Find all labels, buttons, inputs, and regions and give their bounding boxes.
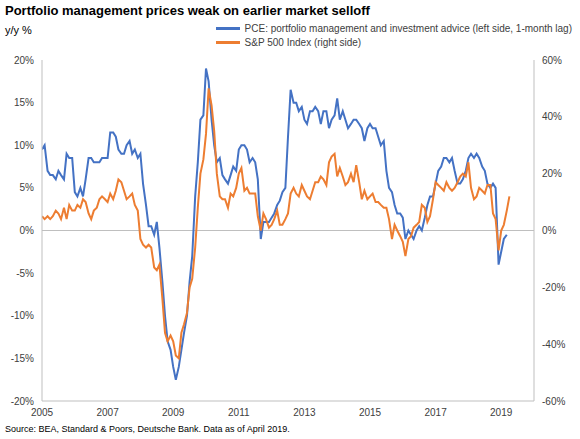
svg-text:2015: 2015	[359, 407, 382, 418]
svg-text:-10%: -10%	[11, 310, 34, 321]
svg-text:2019: 2019	[490, 407, 513, 418]
svg-text:-20%: -20%	[542, 282, 565, 293]
svg-text:2011: 2011	[228, 407, 250, 418]
svg-text:40%: 40%	[542, 111, 562, 122]
svg-text:2017: 2017	[424, 407, 447, 418]
html-text:y/y %: y/y %	[5, 24, 32, 36]
svg-text:-15%: -15%	[11, 353, 34, 364]
svg-text:2013: 2013	[293, 407, 316, 418]
svg-text:-40%: -40%	[542, 339, 565, 350]
html-text:Source: BEA, Standard & Poors,: Source: BEA, Standard & Poors, Deutsche …	[5, 424, 290, 434]
svg-text:2005: 2005	[31, 407, 54, 418]
svg-text:20%: 20%	[542, 168, 562, 179]
svg-text:5%: 5%	[20, 182, 35, 193]
svg-text:-60%: -60%	[542, 396, 565, 407]
html-text:PCE: portfolio management and: PCE: portfolio management and investment…	[244, 22, 572, 34]
html-text:Portfolio management prices we: Portfolio management prices weak on earl…	[5, 3, 370, 18]
svg-text:-20%: -20%	[11, 396, 34, 407]
svg-text:20%: 20%	[14, 55, 34, 66]
svg-text:2007: 2007	[96, 407, 119, 418]
svg-text:0%: 0%	[20, 225, 35, 236]
svg-text:-5%: -5%	[16, 268, 34, 279]
svg-text:10%: 10%	[14, 140, 34, 151]
svg-text:0%: 0%	[542, 225, 557, 236]
svg-text:2009: 2009	[162, 407, 185, 418]
svg-text:60%: 60%	[542, 55, 562, 66]
svg-text:15%: 15%	[14, 97, 34, 108]
html-text:S&P 500 Index (right side): S&P 500 Index (right side)	[244, 36, 362, 48]
